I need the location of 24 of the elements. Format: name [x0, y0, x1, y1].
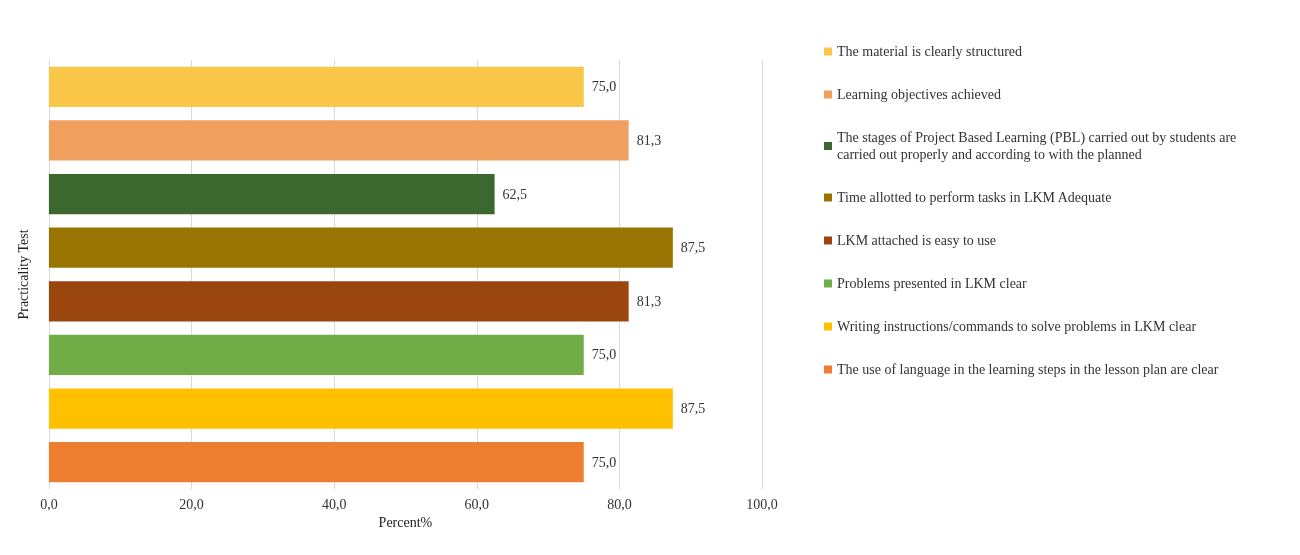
- data-label: 75,0: [591, 79, 617, 95]
- x-axis-title: Percent%: [378, 515, 433, 531]
- legend-label: The stages of Project Based Learning (PBL) carried out by students are carried out properly and according to with the planned: [837, 130, 1240, 162]
- legend-label: The material is clearly structured: [837, 44, 1023, 59]
- x-tick-label: 20,0: [179, 496, 204, 512]
- data-label: 87,5: [680, 401, 706, 417]
- x-tick-label: 80,0: [607, 496, 632, 512]
- legend-label: Learning objectives achieved: [837, 87, 1002, 102]
- data-label: 87,5: [680, 240, 706, 256]
- x-tick-label: 40,0: [321, 496, 347, 512]
- data-label: 81,3: [636, 293, 662, 309]
- data-label: 75,0: [591, 347, 617, 363]
- legend-label: LKM attached is easy to use: [837, 233, 997, 248]
- legend-label: Time allotted to perform tasks in LKM Adequate: [837, 190, 1112, 205]
- x-tick-label: 100,0: [746, 496, 778, 512]
- y-axis-title: Practicality Test: [15, 229, 31, 320]
- data-label: 75,0: [591, 454, 617, 470]
- x-tick-label: 60,0: [464, 496, 490, 512]
- data-label: 62,5: [502, 186, 528, 202]
- legend-label: Problems presented in LKM clear: [837, 276, 1028, 291]
- legend-label: The use of language in the learning steps in the lesson plan are clear: [837, 362, 1219, 377]
- legend-label: Writing instructions/commands to solve problems in LKM clear: [837, 319, 1197, 334]
- x-tick-label: 0,0: [40, 496, 58, 512]
- data-label: 81,3: [636, 132, 662, 148]
